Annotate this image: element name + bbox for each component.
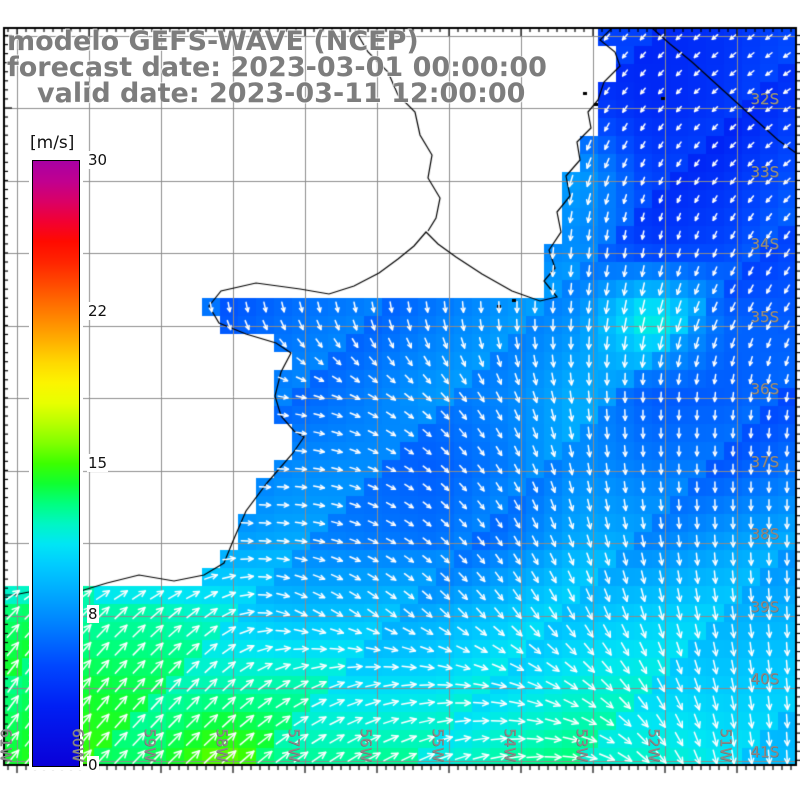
lon-label-53W: 53W [573, 728, 591, 762]
lat-label-39S: 39S [750, 597, 779, 616]
lon-label-60W: 60W [69, 728, 87, 762]
valid-date-label: valid date: 2023-03-11 12:00:00 [37, 78, 526, 109]
lat-label-41S: 41S [750, 742, 779, 761]
lon-label-56W: 56W [357, 728, 375, 762]
colorbar-tick-label-0: 0 [87, 756, 99, 774]
colorbar-tick-label-15: 15 [87, 453, 109, 472]
lat-label-36S: 36S [750, 380, 779, 398]
lon-label-54W: 54W [501, 728, 519, 762]
lon-label-52W: 52W [645, 728, 663, 762]
colorbar [29, 157, 83, 770]
forecast-date-label: forecast date: 2023-03-01 00:00:00 [7, 52, 547, 83]
lat-label-40S: 40S [750, 670, 779, 688]
lat-label-38S: 38S [750, 525, 779, 543]
lat-label-33S: 33S [750, 162, 779, 181]
lon-label-57W: 57W [285, 728, 303, 762]
lon-label-55W: 55W [429, 728, 447, 762]
lon-label-58W: 58W [213, 728, 231, 762]
lat-label-32S: 32S [750, 90, 779, 108]
lat-label-34S: 34S [750, 235, 779, 253]
colorbar-tick-label-22: 22 [87, 302, 109, 321]
colorbar-unit-label: [m/s] [28, 133, 77, 153]
lat-label-35S: 35S [750, 307, 779, 326]
lon-label-59W: 59W [141, 728, 159, 762]
model-title: modelo GEFS-WAVE (NCEP) [7, 26, 419, 57]
colorbar-tick-label-8: 8 [87, 604, 99, 623]
colorbar-tick-label-30: 30 [87, 151, 109, 169]
lon-label-61W: 61W [0, 728, 15, 762]
lat-label-37S: 37S [750, 452, 779, 471]
colorbar-gradient [32, 160, 80, 767]
lon-label-51W: 51W [717, 728, 735, 762]
